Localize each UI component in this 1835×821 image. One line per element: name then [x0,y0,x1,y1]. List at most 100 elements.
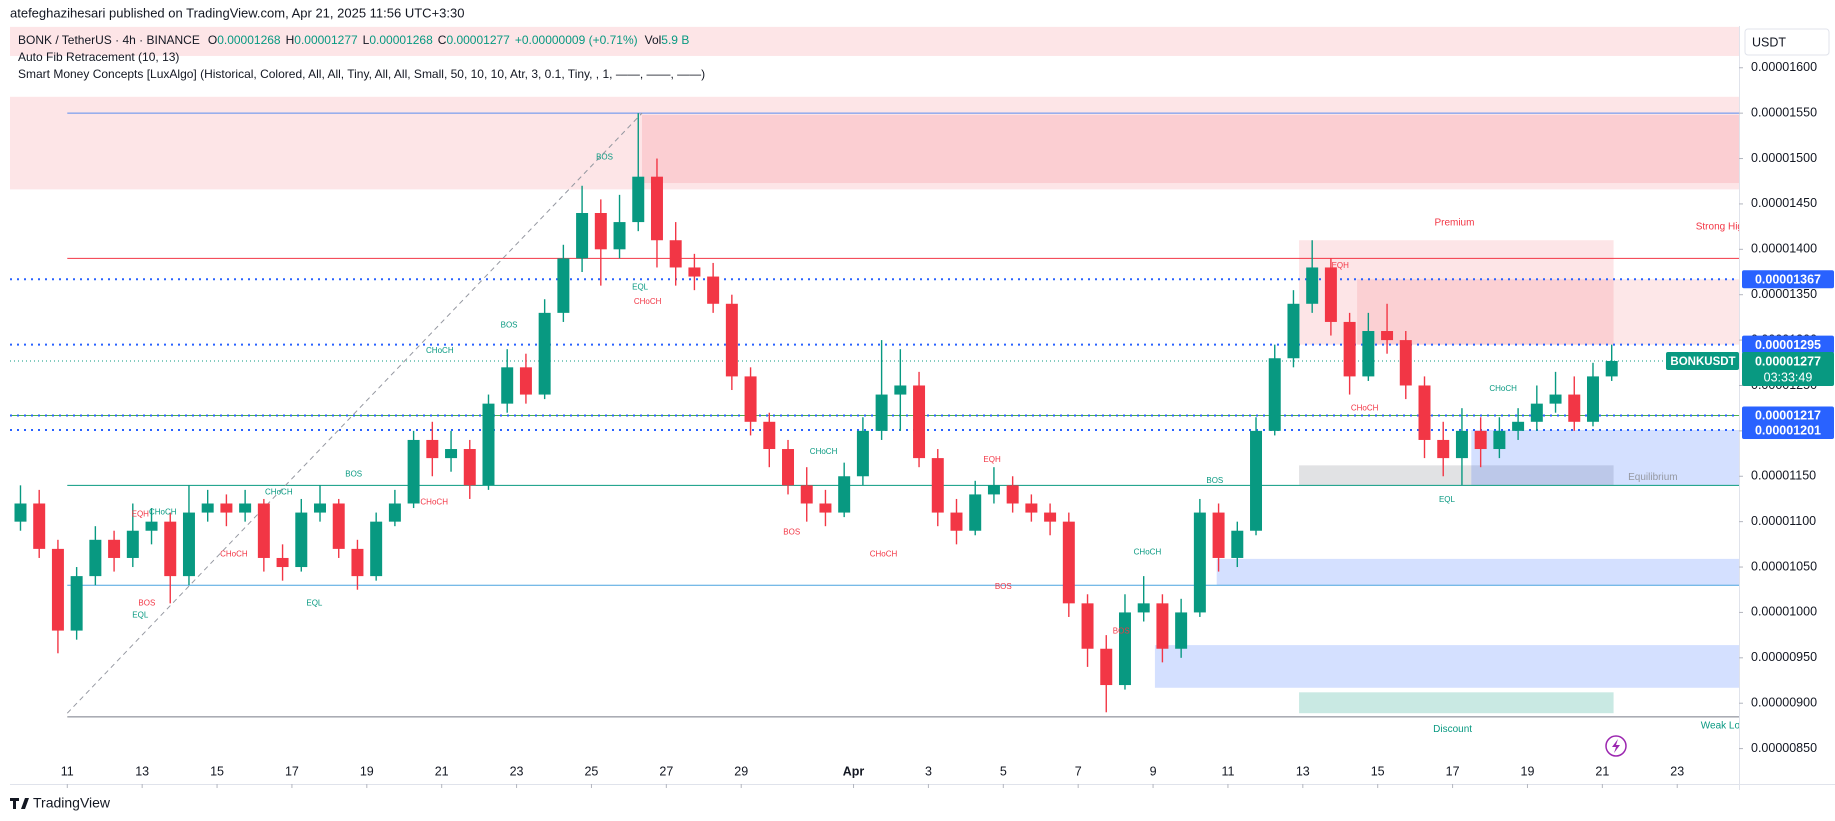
candle-body [1025,503,1038,513]
structure-label: CHoCH [220,549,248,558]
volume: 5.9 B [661,33,689,47]
price-tag [1742,270,1834,289]
candle-body [1399,340,1412,386]
alert-icon[interactable] [1605,735,1627,757]
candle-body [257,503,270,558]
x-tick-label: 25 [584,764,598,778]
candle-body [295,512,308,568]
y-tick-label: 0.00001350 [1751,287,1817,301]
candle-body [1156,603,1169,649]
zone [1216,558,1739,586]
candle-body [707,276,720,304]
zone-label: Discount [1433,724,1472,735]
candle-body [763,421,776,450]
zone-label: Equilibrium [1628,472,1677,483]
candle-body [969,494,982,531]
structure-label: CHoCH [426,346,454,355]
structure-label: BOS [783,528,800,537]
ohlc-label: H [286,33,295,47]
last-price-tag [1742,351,1834,386]
structure-label: CHoCH [1134,548,1162,557]
candle-body [894,385,907,395]
structure-label: CHoCH [1489,384,1517,393]
indicator[interactable]: Auto Fib Retracement (10, 13) [18,50,179,64]
candle-body [1381,331,1394,341]
candle-body [220,503,233,513]
axes: 0.00000850 0.00000900 0.00000950 0.00001000… [61,60,1834,788]
structure-label: BOS [501,321,518,330]
footer-logo: TradingView [10,795,111,811]
candle-body [108,539,121,558]
zone [10,26,1739,56]
price-tag-label: 0.00001201 [1755,423,1821,437]
x-tick-label: 23 [1670,764,1684,778]
symbol: BONK / TetherUS · 4h · BINANCE [18,33,200,47]
legend-row: BONK / TetherUS · 4h · BINANCE O0.0000126… [18,33,689,47]
zone [1154,645,1739,688]
candle-body [1006,485,1019,504]
candle-body [1268,358,1281,431]
candle-body [239,503,252,513]
ohlc-value: 0.00001268 [217,33,281,47]
candle-body [725,303,738,377]
candle-body [370,521,383,577]
structure-label: EQL [132,610,149,619]
indicator[interactable]: Smart Money Concepts [LuxAlgo] (Historic… [18,67,705,81]
x-tick-label: 19 [360,764,374,778]
candle-body [1231,530,1244,558]
candle-body [201,503,214,513]
y-tick-label: 0.00000850 [1751,741,1817,755]
x-tick-label: 19 [1521,764,1535,778]
structure-label: CHoCH [870,549,898,558]
candle-body [14,503,27,522]
candle-body [1044,512,1057,522]
y-tick-label: 0.00001150 [1751,469,1816,483]
candle-body [1437,439,1450,459]
volume-label: Vol [645,33,662,47]
x-tick-label: 9 [1150,764,1157,778]
last-price-label: 0.00001277 [1755,354,1821,368]
candle-body [913,385,926,459]
currency-box[interactable] [1744,28,1830,56]
logo-mark [10,798,29,809]
candle-body [1530,403,1543,422]
candle-body [1118,612,1131,686]
structure-label: EQL [306,598,323,607]
x-tick-label: 3 [925,764,932,778]
fib-trend-line [66,112,643,714]
candle-body [332,503,345,549]
zone [1357,279,1739,345]
candle-body [407,439,420,504]
candle-body [1062,521,1075,604]
candle-body [782,449,795,486]
candle-body [688,267,701,277]
x-tick-label: 11 [61,764,74,778]
ohlc-value: 0.00001277 [446,33,510,47]
candle-body [987,485,1000,495]
candle-body [164,521,177,577]
candle-body [351,548,364,577]
structure-label: BOS [995,582,1012,591]
candle-body [314,503,326,513]
candle-body [1549,394,1562,404]
candle-body [856,430,869,477]
currency: USDT [1752,35,1786,49]
y-tick-label: 0.00001000 [1751,605,1817,619]
symbol-tag-label: BONKUSDT [1670,356,1735,368]
candle-body [1193,512,1206,613]
y-tick-label: 0.00001100 [1751,514,1816,528]
candle-body [145,521,158,531]
x-tick-label: 13 [1296,764,1310,778]
price-tag-label: 0.00001367 [1755,273,1821,287]
x-tick-label: 17 [1446,764,1460,778]
footer-text: TradingView [33,795,111,811]
structure-label: CHoCH [810,447,838,456]
candle-body [557,258,570,313]
candle-body [1474,430,1487,450]
y-tick-label: 0.00001500 [1751,151,1817,165]
x-tick-label: 15 [1371,764,1385,778]
candle-body [89,539,102,577]
price-tag [1742,406,1834,425]
candle-body [1605,360,1618,377]
